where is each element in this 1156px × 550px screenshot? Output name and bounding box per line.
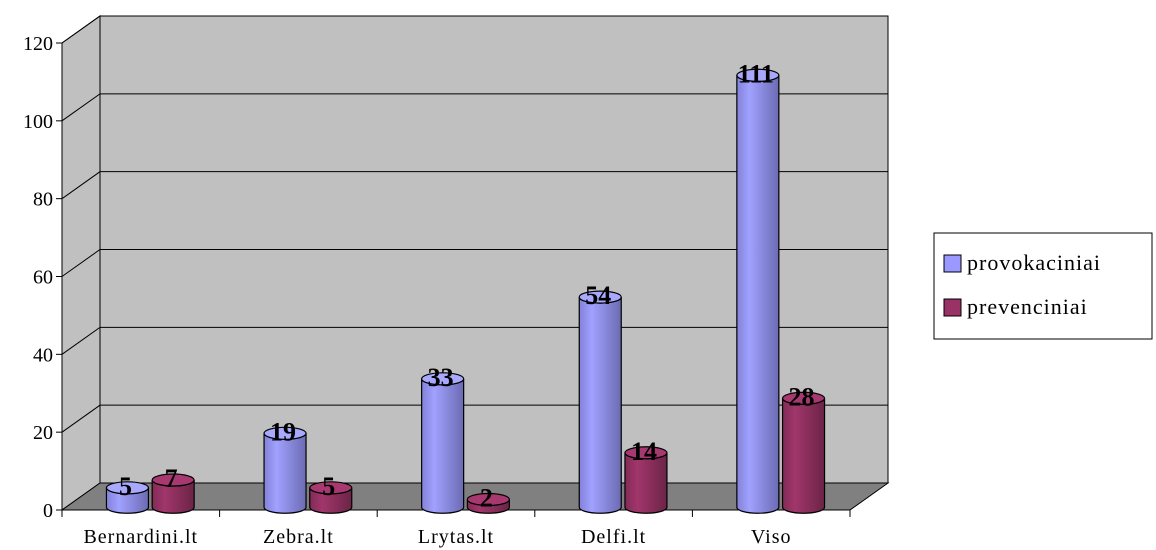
bar-prevenciniai-Viso — [781, 391, 826, 514]
legend-box — [933, 232, 1153, 340]
data-label: 28 — [789, 382, 815, 411]
bar-provokaciniai-Viso — [736, 68, 780, 514]
bar-top — [466, 492, 510, 507]
bar-prevenciniai-Bernardini.lt — [151, 473, 195, 514]
x-tick-label: Lrytas.lt — [418, 526, 494, 548]
bars — [105, 68, 826, 514]
bar-provokaciniai-Delfi.lt — [578, 290, 622, 514]
data-label: 5 — [119, 472, 132, 501]
y-tick-label: 100 — [23, 111, 53, 133]
bar-provokaciniai-Lrytas.lt — [421, 372, 465, 514]
gridline — [61, 326, 888, 355]
bar-top — [309, 481, 353, 495]
bar-top — [151, 473, 195, 487]
bar-prevenciniai-Lrytas.lt — [466, 492, 510, 514]
x-tick-label: Zebra.lt — [263, 526, 334, 548]
y-tick-label: 40 — [33, 344, 53, 366]
y-tick-label: 0 — [43, 500, 53, 522]
data-label: 19 — [270, 417, 296, 446]
data-label: 7 — [165, 464, 178, 493]
gridline — [61, 249, 888, 277]
data-labels: 5 19 33 54 111 7 5 2 14 28 — [119, 59, 815, 512]
legend-swatch-prevenciniai — [943, 298, 962, 317]
data-label: 33 — [428, 363, 454, 392]
y-axis-ticks: 0 20 40 60 80 100 120 — [23, 33, 62, 522]
bar-provokaciniai-Zebra.lt — [263, 426, 307, 514]
bar-body — [781, 398, 826, 514]
data-label: 5 — [322, 472, 335, 501]
bar-top — [105, 481, 150, 495]
bar-body — [736, 75, 780, 514]
legend: provokaciniai prevenciniai — [933, 232, 1153, 340]
y-tick-label: 80 — [33, 189, 53, 211]
bar-provokaciniai-Bernardini.lt — [105, 481, 150, 514]
x-tick-label: Bernardini.lt — [83, 526, 198, 548]
bar-body — [421, 378, 465, 514]
data-label: 2 — [480, 483, 493, 512]
gridline — [61, 93, 888, 122]
data-label: 14 — [631, 437, 657, 466]
bar-top — [421, 372, 465, 386]
bar-body — [578, 296, 622, 514]
data-label: 111 — [738, 59, 774, 88]
y-tick-label: 20 — [33, 422, 53, 444]
y-tick-label: 60 — [33, 267, 53, 289]
x-tick-label: Viso — [751, 526, 792, 548]
legend-swatch-provokaciniai — [943, 254, 962, 273]
bar-top — [781, 391, 826, 405]
y-tick-label: 120 — [23, 33, 53, 55]
bar-top — [263, 426, 307, 440]
bar-top — [736, 68, 780, 82]
gridline — [61, 15, 888, 44]
gridlines — [61, 15, 888, 433]
x-tick-label: Delfi.lt — [581, 526, 646, 548]
bar-prevenciniai-Zebra.lt — [309, 481, 353, 514]
gridline — [61, 171, 888, 200]
gridline — [61, 404, 888, 433]
x-axis-ticks: Bernardini.lt Zebra.lt Lrytas.lt Delfi.lt Vi… — [61, 510, 851, 548]
legend-label-provokaciniai: provokaciniai — [967, 250, 1101, 275]
data-label: 54 — [585, 281, 611, 310]
bar-top — [578, 290, 622, 304]
bar-prevenciniai-Delfi.lt — [624, 446, 668, 514]
legend-label-prevenciniai: prevenciniai — [967, 294, 1088, 319]
bar-top — [624, 446, 668, 460]
